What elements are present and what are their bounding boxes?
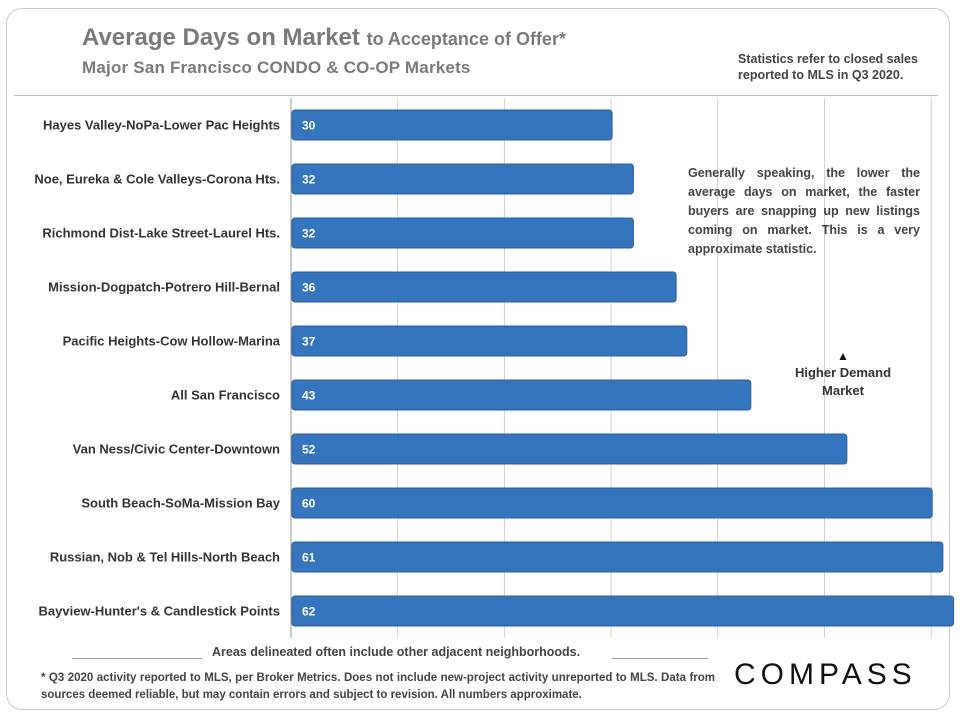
up-arrow-icon: ▲ xyxy=(837,349,849,363)
bar-value-label: 52 xyxy=(302,443,316,457)
category-label: All San Francisco xyxy=(171,388,280,403)
interpretation-note: Generally speaking, the lower the averag… xyxy=(688,166,920,256)
category-label: Noe, Eureka & Cole Valleys-Corona Hts. xyxy=(34,172,280,187)
areas-note-rule-left xyxy=(72,658,202,659)
bar xyxy=(291,325,688,357)
bar-value-label: 43 xyxy=(302,389,316,403)
category-labels: Hayes Valley-NoPa-Lower Pac Heights Noe, … xyxy=(34,118,280,619)
bar xyxy=(291,379,752,411)
category-label: Bayview-Hunter's & Candlestick Points xyxy=(39,604,281,619)
bar xyxy=(291,271,677,303)
higher-demand-label: Higher Demand Market xyxy=(794,365,892,398)
bar xyxy=(291,487,933,519)
category-label: Russian, Nob & Tel Hills-North Beach xyxy=(50,550,280,565)
bar-value-label: 32 xyxy=(302,173,316,187)
compass-logo: COMPASS xyxy=(734,658,917,691)
higher-demand-annotation: ▲ Higher Demand Market xyxy=(778,348,908,400)
category-label: South Beach-SoMa-Mission Bay xyxy=(81,496,280,511)
areas-note: Areas delineated often include other adj… xyxy=(212,645,581,659)
areas-note-rule-right xyxy=(612,658,708,659)
title-suffix: to Acceptance of Offer* xyxy=(366,29,566,49)
bar-value-label: 61 xyxy=(302,551,316,565)
bar xyxy=(291,217,634,249)
bar xyxy=(291,541,944,573)
title-main: Average Days on Market xyxy=(82,24,360,51)
bar xyxy=(291,433,848,465)
bar xyxy=(291,109,613,141)
footnote: * Q3 2020 activity reported to MLS, per … xyxy=(41,672,715,701)
bar-value-label: 36 xyxy=(302,281,316,295)
category-label: Richmond Dist-Lake Street-Laurel Hts. xyxy=(42,226,280,241)
statistics-note: Statistics refer to closed sales reporte… xyxy=(738,52,918,82)
category-label: Mission-Dogpatch-Potrero Hill-Bernal xyxy=(48,280,280,295)
bar-value-label: 30 xyxy=(302,119,316,133)
category-label: Van Ness/Civic Center-Downtown xyxy=(73,442,280,457)
header-divider xyxy=(14,95,938,96)
bar xyxy=(291,595,955,627)
bars: 30 32 32 36 37 43 52 60 61 62 xyxy=(291,109,955,627)
bar xyxy=(291,163,634,195)
bar-value-label: 32 xyxy=(302,227,316,241)
bar-value-label: 60 xyxy=(302,497,316,511)
category-label: Pacific Heights-Cow Hollow-Marina xyxy=(63,334,281,349)
bar-value-label: 37 xyxy=(302,335,316,349)
chart-title: Average Days on Market to Acceptance of … xyxy=(82,24,566,52)
bar-value-label: 62 xyxy=(302,605,316,619)
chart-frame xyxy=(6,8,950,710)
chart-subtitle: Major San Francisco CONDO & CO-OP Market… xyxy=(82,58,471,77)
category-label: Hayes Valley-NoPa-Lower Pac Heights xyxy=(43,118,280,133)
